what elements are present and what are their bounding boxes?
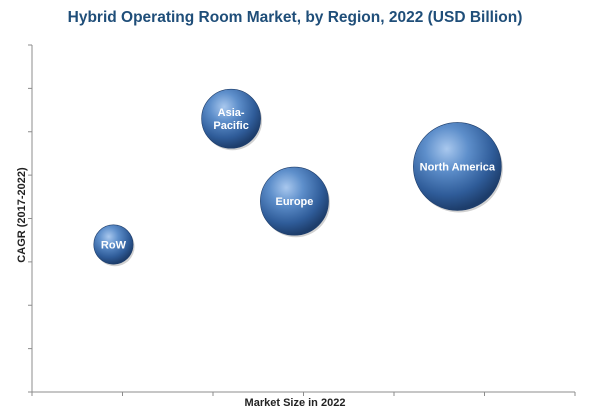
bubble-label: North America (420, 161, 496, 173)
bubbles: North America Europe Asia-Pacific RoW (93, 88, 503, 267)
x-axis-label: Market Size in 2022 (244, 397, 346, 409)
bubble-marker (201, 88, 261, 149)
bubble-europe: Europe (260, 166, 331, 238)
bubble-label: Asia-Pacific (213, 107, 248, 132)
axes (28, 44, 576, 396)
bubble-asia-pacific: Asia-Pacific (201, 88, 263, 151)
y-axis-label: CAGR (2017-2022) (16, 167, 28, 263)
bubble-marker (93, 224, 134, 265)
bubble-marker (260, 166, 329, 236)
chart-title: Hybrid Operating Room Market, by Region,… (67, 9, 523, 26)
bubble-row: RoW (93, 224, 135, 267)
bubble-label: RoW (101, 240, 127, 252)
bubble-north-america: North America (413, 122, 503, 213)
bubble-marker (413, 122, 502, 211)
bubble-label: Europe (275, 196, 313, 208)
